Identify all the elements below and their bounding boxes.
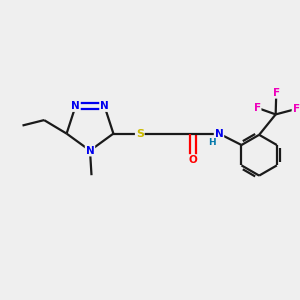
Text: N: N	[100, 101, 109, 111]
Text: H: H	[208, 138, 216, 147]
Text: S: S	[136, 129, 144, 139]
Text: F: F	[292, 104, 300, 114]
Text: N: N	[214, 129, 224, 139]
Text: N: N	[71, 101, 80, 111]
Text: O: O	[188, 155, 197, 165]
Text: F: F	[254, 103, 261, 113]
Text: N: N	[85, 146, 94, 156]
Text: F: F	[273, 88, 280, 98]
